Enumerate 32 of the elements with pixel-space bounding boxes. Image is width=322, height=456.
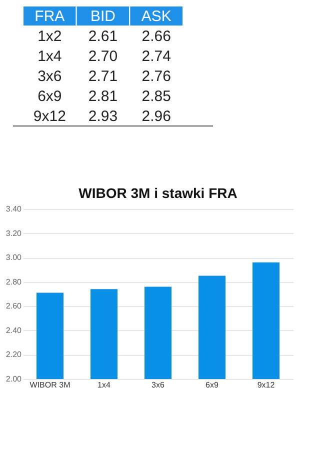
y-tick-label: 3.20 [6,228,22,238]
y-tick-label: 2.20 [6,350,22,360]
text: FRA [34,8,65,25]
category-label: 1x4 [38,48,62,65]
data-label: 2.96 [142,108,171,125]
data-label: 2.93 [88,108,118,125]
category-label: 1x2 [38,28,62,45]
chart-title: WIBOR 3M i stawki FRA [78,185,238,201]
data-label: 2.61 [88,28,118,45]
data-label: 2.85 [142,88,171,105]
data-label: 2.81 [88,88,118,105]
data-label: 2.76 [142,68,171,85]
data-label: 2.70 [88,48,118,65]
data-label: 2.66 [142,28,171,45]
y-tick-label: 3.00 [6,253,22,262]
x-tick-label: WIBOR 3M [30,380,71,390]
legend-label: ASK [141,8,172,25]
y-tick-label: 3.40 [6,204,22,214]
category-label: 9x12 [33,108,66,125]
y-tick-label: 2.40 [6,326,22,335]
y-tick-label: 2.60 [6,302,22,311]
category-label: 3x6 [38,68,62,85]
y-tick-label: 2.80 [6,277,22,286]
x-tick-label: 6x9 [206,380,219,390]
y-tick-label: 2.00 [6,374,22,384]
data-label: 2.74 [142,48,171,65]
x-tick-label: 9x12 [257,380,276,390]
x-tick-label: 1x4 [98,380,111,390]
category-label: 6x9 [38,88,62,105]
legend-label: BID [90,8,116,25]
data-label: 2.71 [88,68,118,85]
x-tick-label: 3x6 [152,380,165,390]
